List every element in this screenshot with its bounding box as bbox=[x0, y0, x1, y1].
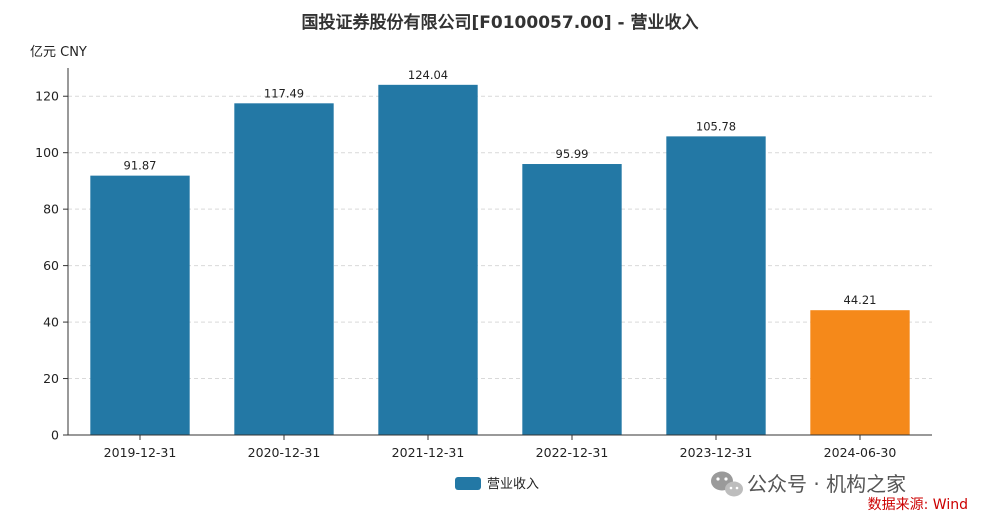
x-axis-ticks: 2019-12-31 2020-12-31 2021-12-31 2022-12-31… bbox=[104, 435, 897, 460]
bar-value-label: 44.21 bbox=[844, 293, 877, 307]
value-labels: 91.87 117.49 124.04 95.99 105.78 44.21 bbox=[124, 68, 877, 307]
y-tick-label: 20 bbox=[43, 371, 59, 386]
bar[interactable] bbox=[234, 103, 334, 436]
x-tick-label: 2024-06-30 bbox=[824, 445, 897, 460]
chart-title: 国投证券股份有限公司[F0100057.00] - 营业收入 bbox=[302, 12, 699, 33]
bar-value-label: 105.78 bbox=[696, 119, 736, 133]
y-axis-unit: 亿元 CNY bbox=[30, 45, 87, 60]
bar[interactable] bbox=[522, 164, 622, 435]
watermark: 公众号 · 机构之家 bbox=[711, 471, 906, 497]
grid-lines bbox=[68, 95, 932, 380]
data-source: 数据来源: Wind bbox=[868, 497, 968, 513]
wechat-icon bbox=[711, 471, 743, 497]
x-tick-label: 2019-12-31 bbox=[104, 445, 177, 460]
bar[interactable] bbox=[810, 310, 910, 435]
bar-value-label: 95.99 bbox=[556, 147, 589, 161]
x-tick-label: 2021-12-31 bbox=[392, 445, 465, 460]
bar[interactable] bbox=[90, 175, 190, 435]
y-tick-label: 40 bbox=[43, 315, 59, 330]
bars bbox=[90, 84, 910, 436]
y-tick-label: 0 bbox=[51, 428, 59, 443]
x-tick-label: 2020-12-31 bbox=[248, 445, 321, 460]
legend[interactable]: 营业收入 bbox=[455, 477, 539, 492]
bar-value-label: 117.49 bbox=[264, 86, 304, 100]
y-tick-label: 120 bbox=[35, 89, 59, 104]
bar-value-label: 91.87 bbox=[124, 159, 157, 173]
y-tick-label: 60 bbox=[43, 258, 59, 273]
legend-label: 营业收入 bbox=[487, 477, 539, 492]
bar-value-label: 124.04 bbox=[408, 68, 448, 82]
y-axis-ticks: 0 20 40 60 80 100 120 bbox=[35, 89, 68, 443]
x-tick-label: 2022-12-31 bbox=[536, 445, 609, 460]
watermark-text: 公众号 · 机构之家 bbox=[747, 472, 906, 496]
y-tick-label: 100 bbox=[35, 145, 59, 160]
y-tick-label: 80 bbox=[43, 202, 59, 217]
legend-swatch bbox=[455, 477, 481, 490]
bar[interactable] bbox=[666, 136, 766, 435]
bar[interactable] bbox=[378, 84, 478, 436]
x-tick-label: 2023-12-31 bbox=[680, 445, 753, 460]
